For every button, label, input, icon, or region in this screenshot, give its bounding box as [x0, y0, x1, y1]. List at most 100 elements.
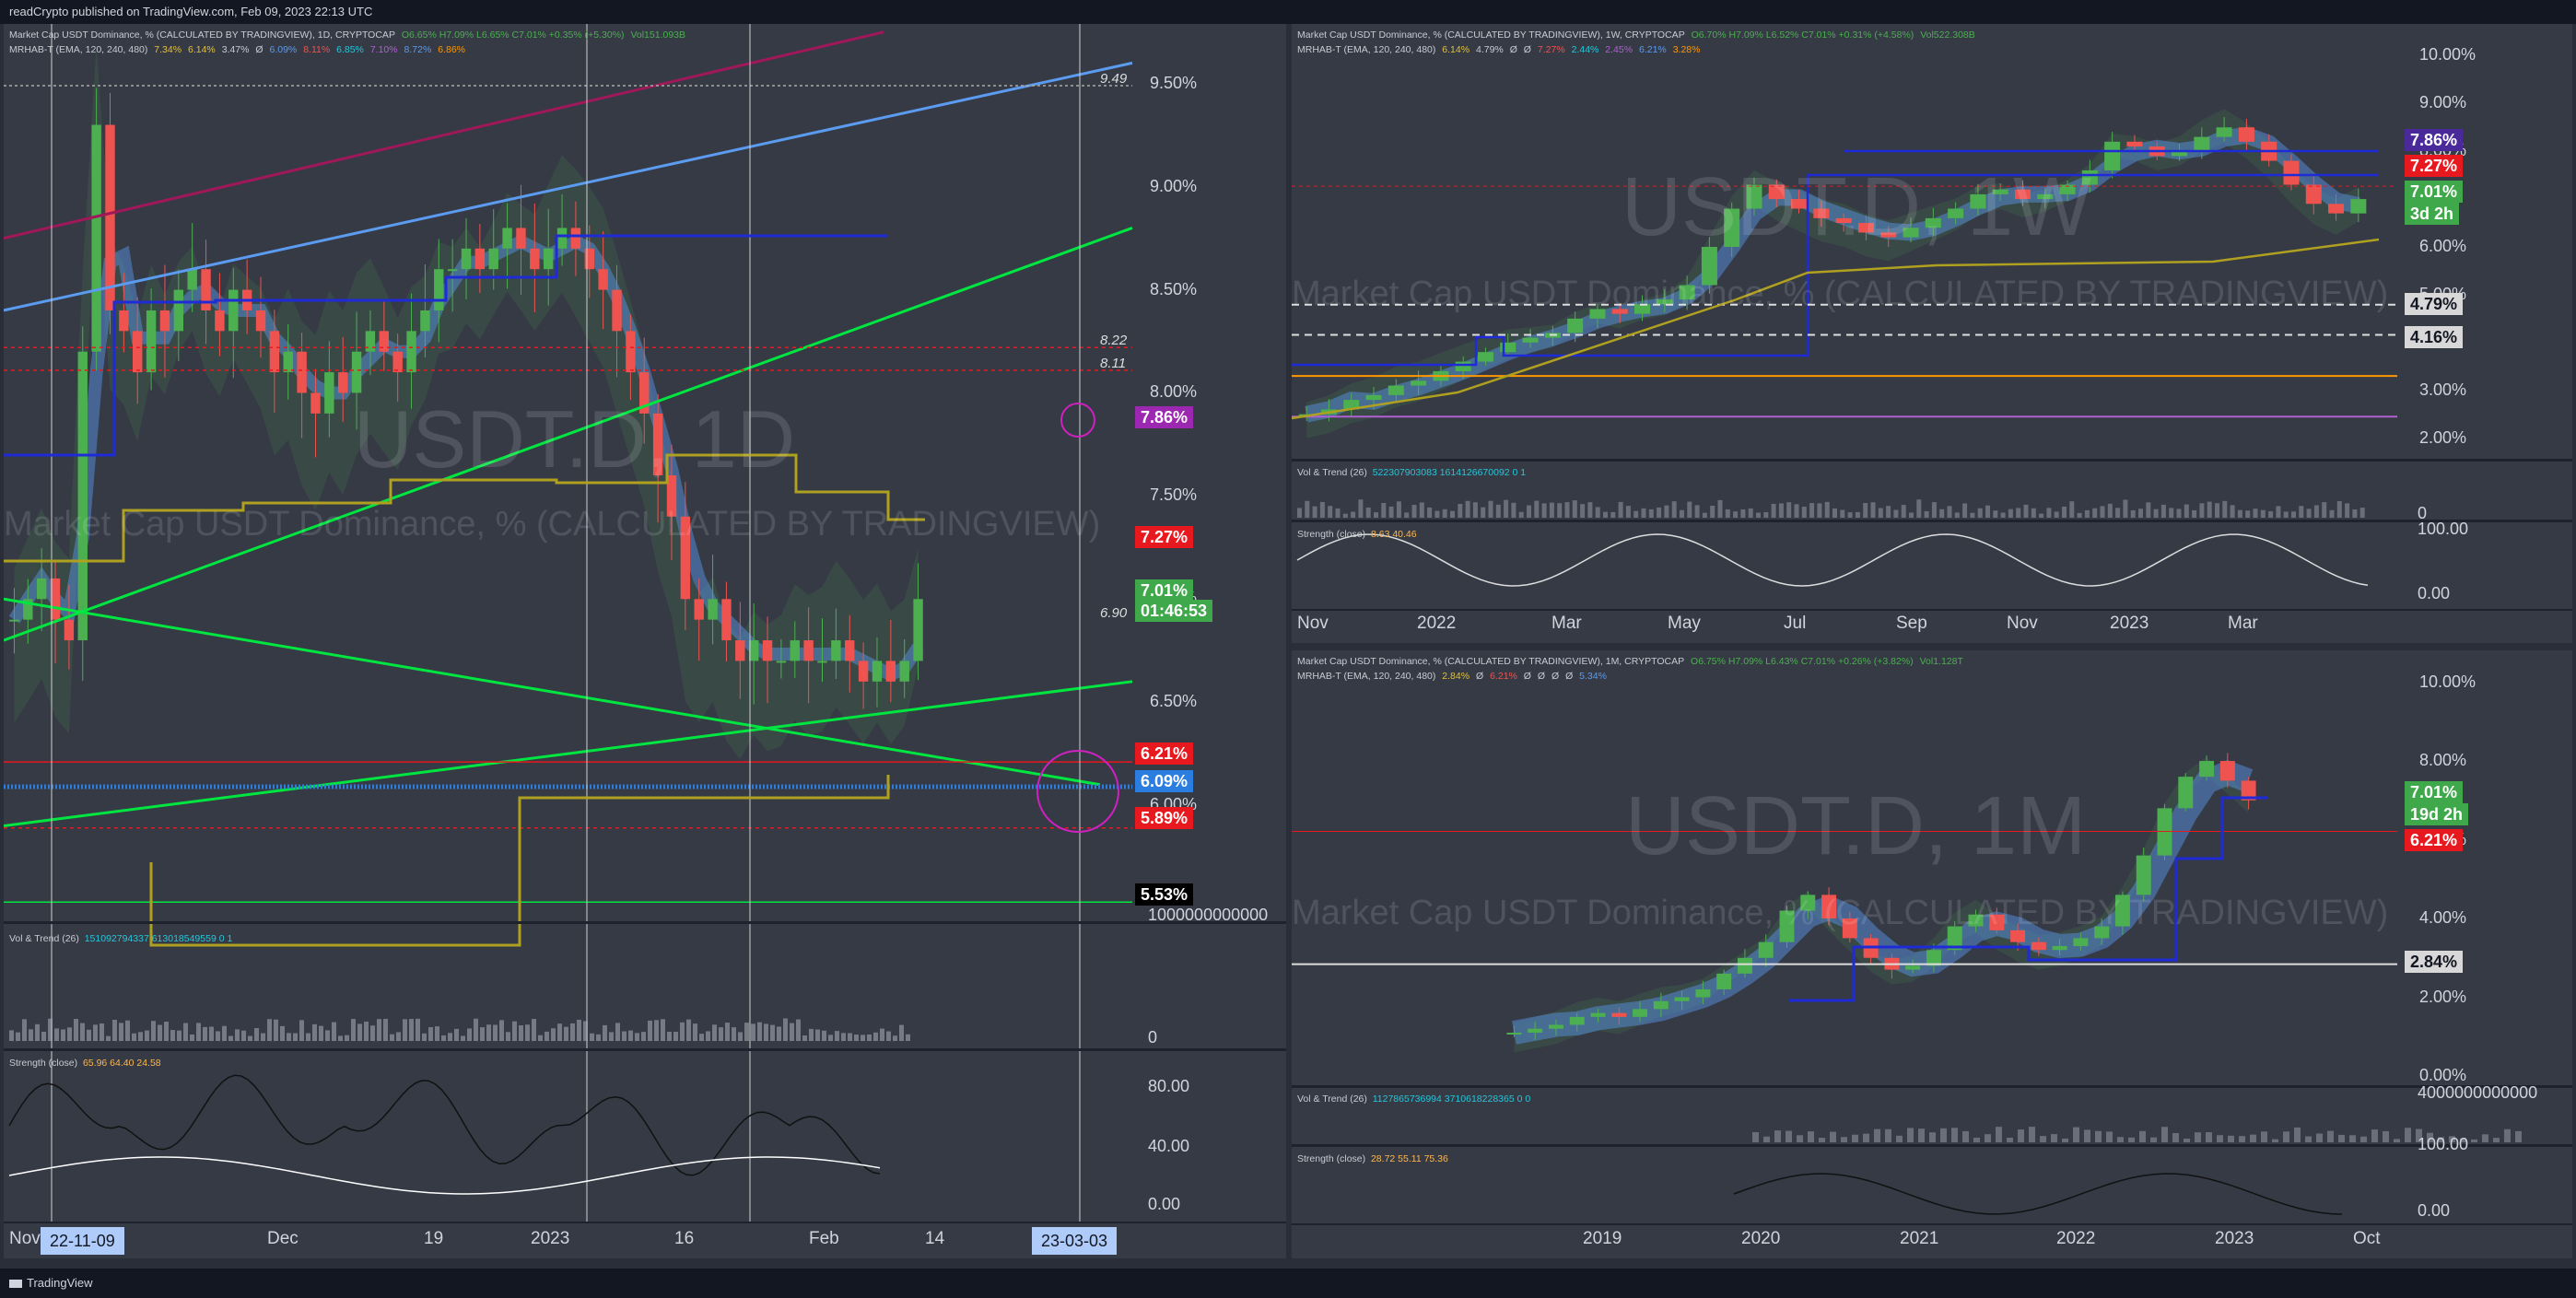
weekly-olive-line [1292, 238, 2380, 420]
daily-volume-bar [448, 1033, 452, 1041]
daily-level-label: 6.90 [1100, 604, 1128, 621]
daily-volume-bar [848, 1033, 852, 1041]
weekly-ind-v0: 6.14% [1442, 44, 1470, 55]
weekly-chart-panel[interactable]: USDT.D, 1W Market Cap USDT Dominance, % … [1292, 24, 2572, 643]
weekly-volume-bar [2146, 502, 2151, 518]
daily-volume-bar [383, 1018, 388, 1041]
weekly-candle-body [1522, 337, 1539, 343]
weekly-volume-bar [2092, 508, 2098, 518]
daily-volume-bar [100, 1023, 104, 1041]
weekly-volume-bar [1411, 504, 1417, 518]
weekly-xtick: 2022 [1417, 614, 1457, 633]
weekly-price-tag: 3d 2h [2405, 203, 2460, 225]
daily-volume-bar [351, 1019, 356, 1041]
daily-green-trendline-down [4, 597, 1101, 787]
daily-candle-body [502, 228, 512, 249]
daily-candle-body [570, 228, 581, 249]
weekly-volume-bar [1374, 512, 1378, 518]
monthly-pane-separator-2[interactable] [1292, 1144, 2572, 1147]
daily-chart-canvas[interactable] [4, 24, 1286, 1258]
weekly-volume-bar [1939, 509, 1945, 518]
weekly-volume-bar [1488, 500, 1493, 518]
weekly-candle-body [1724, 208, 1740, 247]
daily-candle-body [543, 248, 554, 270]
monthly-cloud-band [1514, 756, 2249, 1053]
monthly-volume-bar [1763, 1136, 1770, 1142]
weekly-chart-canvas[interactable] [1292, 24, 2572, 643]
daily-pane-separator-1[interactable] [4, 921, 1286, 924]
daily-volume-bar [338, 1035, 343, 1041]
daily-volume-bar [67, 1027, 72, 1041]
weekly-ind-v4: 7.27% [1537, 44, 1565, 55]
daily-volume-bar [9, 1030, 14, 1041]
weekly-volume-bar [1824, 501, 1830, 518]
monthly-vol-trend-values: 1127865736994 3710618228365 0 0 [1372, 1093, 1531, 1105]
weekly-volume-bar [1495, 504, 1501, 518]
daily-candle-body [598, 269, 608, 290]
weekly-volume-bar [1511, 502, 1516, 518]
monthly-volume-bar [1985, 1134, 1991, 1142]
weekly-xtick: Sep [1896, 614, 1927, 633]
weekly-volume-bar [2268, 510, 2274, 518]
daily-volume-bar [228, 1035, 233, 1041]
daily-volume-bar [622, 1031, 626, 1041]
weekly-volume-bar [2054, 511, 2059, 518]
weekly-volume-bar [1351, 511, 1356, 518]
weekly-volume-bar [1778, 503, 1784, 518]
monthly-time-axis-separator [1292, 1223, 2572, 1225]
weekly-volume-bar [2077, 512, 2082, 518]
monthly-pane-separator-1[interactable] [1292, 1085, 2572, 1088]
monthly-volume-bar [1841, 1137, 1847, 1142]
daily-chart-panel[interactable]: USDT.D, 1D Market Cap USDT Dominance, % … [4, 24, 1286, 1258]
daily-level-label: 9.49 [1100, 71, 1128, 87]
weekly-volume-bar [2138, 509, 2143, 518]
daily-strength-axis-40: 40.00 [1148, 1137, 1190, 1155]
daily-candle-body [173, 289, 184, 332]
weekly-volume-bar [2352, 509, 2358, 518]
weekly-volume-bar [1786, 502, 1792, 518]
monthly-volume-bar [2117, 1137, 2124, 1142]
daily-candle-body [447, 269, 458, 272]
monthly-candle-body [1968, 914, 1984, 927]
daily-vol-trend-label: Vol & Trend (26) [9, 933, 79, 944]
daily-ytick: 9.00% [1150, 176, 1198, 195]
monthly-chart-canvas[interactable] [1292, 650, 2572, 1258]
weekly-pane-separator-1[interactable] [1292, 459, 2572, 462]
weekly-pane-separator-2[interactable] [1292, 520, 2572, 522]
weekly-xtick: Nov [2007, 614, 2038, 633]
monthly-candle-body [1695, 988, 1711, 998]
monthly-volume-bar [2283, 1131, 2289, 1142]
monthly-volume-bar [2007, 1138, 2013, 1142]
monthly-xtick: 2020 [1741, 1229, 1781, 1248]
monthly-candle-body [2199, 761, 2215, 778]
daily-pane-separator-2[interactable] [4, 1048, 1286, 1051]
weekly-candle-body [1657, 299, 1673, 305]
monthly-volume-bar [2062, 1138, 2068, 1142]
daily-title-row: Market Cap USDT Dominance, % (CALCULATED… [9, 29, 689, 41]
daily-price-tag: 7.01% [1135, 579, 1194, 602]
weekly-volume-bar [1472, 502, 1478, 518]
daily-volume-bar [396, 1032, 401, 1041]
daily-volume-bar [744, 1023, 749, 1041]
weekly-price-tag: 7.01% [2405, 181, 2464, 203]
daily-volume-bar [628, 1030, 633, 1041]
daily-candle-body [297, 351, 307, 393]
weekly-volume-bar [2084, 509, 2090, 518]
monthly-volume-bar [2018, 1129, 2024, 1142]
monthly-volume-bar [2394, 1139, 2400, 1142]
monthly-title-row: Market Cap USDT Dominance, % (CALCULATED… [1297, 656, 1967, 667]
weekly-candle-body [2350, 199, 2367, 214]
monthly-chart-panel[interactable]: USDT.D, 1M Market Cap USDT Dominance, % … [1292, 650, 2572, 1258]
monthly-price-tag: 2.84% [2405, 951, 2464, 973]
daily-strength-title: Strength (close) 65.96 64.40 24.58 [9, 1058, 161, 1069]
daily-candle-body [324, 372, 334, 414]
daily-volume-bar [519, 1025, 523, 1041]
daily-price-tag: 7.27% [1135, 526, 1194, 548]
daily-volume-bar [306, 1033, 310, 1041]
daily-candle-body [119, 310, 129, 332]
daily-volume-bar [74, 1018, 78, 1041]
weekly-volume-bar [1756, 512, 1761, 518]
weekly-strength-title: Strength (close) 8.63 40.46 [1297, 529, 1417, 540]
monthly-candle-body [1800, 895, 1816, 911]
daily-volume-bar [119, 1023, 123, 1041]
